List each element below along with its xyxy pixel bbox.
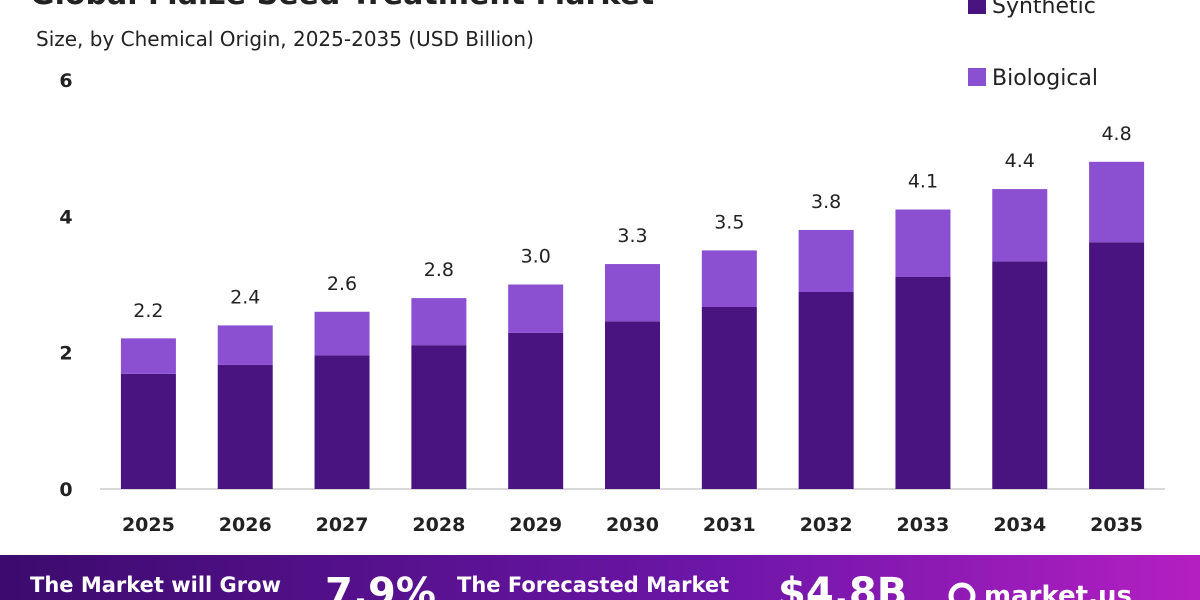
bar-segment: [217, 364, 273, 489]
total-label: 3.8: [811, 191, 841, 213]
bar-segment: [314, 355, 370, 489]
x-tick-label: 2027: [316, 514, 369, 536]
bar-segment: [411, 345, 467, 489]
x-tick-label: 2035: [1090, 514, 1143, 536]
banner-text: The Market will Grow: [30, 573, 281, 597]
x-tick-label: 2030: [606, 514, 659, 536]
x-tick-label: 2033: [897, 514, 950, 536]
legend-label: Biological: [992, 66, 1098, 91]
bar-segment: [508, 284, 564, 333]
x-tick-label: 2029: [509, 514, 562, 536]
banner: [0, 555, 1200, 600]
x-tick-label: 2028: [412, 514, 465, 536]
bar-segment: [1089, 161, 1145, 243]
banner-value: $4.8B: [778, 570, 907, 600]
x-tick-label: 2025: [122, 514, 175, 536]
x-tick-label: 2031: [703, 514, 756, 536]
total-label: 2.4: [230, 286, 260, 308]
chart-subtitle: Size, by Chemical Origin, 2025-2035 (USD…: [36, 27, 534, 51]
x-tick-label: 2026: [219, 514, 272, 536]
chart-title: Global Maize Seed Treatment Market: [30, 0, 654, 12]
bar-segment: [605, 264, 660, 322]
x-tick-label: 2032: [800, 514, 853, 536]
bar-segment: [605, 321, 660, 489]
brand-logo: [948, 582, 976, 600]
bar-segment: [120, 373, 176, 489]
total-label: 4.4: [1005, 150, 1035, 172]
bar-segment: [701, 306, 757, 489]
total-label: 4.1: [908, 171, 938, 193]
bar-segment: [411, 298, 467, 346]
y-tick-label: 6: [59, 70, 72, 92]
total-label: 2.2: [133, 300, 163, 322]
total-label: 3.3: [617, 225, 647, 247]
bar-segment: [992, 189, 1048, 262]
bar-segment: [314, 311, 370, 356]
x-tick-label: 2034: [993, 514, 1046, 536]
bar-segment: [798, 229, 854, 292]
bar-segment: [798, 291, 854, 489]
total-label: 2.8: [424, 259, 454, 281]
total-label: 4.8: [1101, 123, 1131, 145]
bar-segment: [508, 332, 564, 489]
total-label: 3.5: [714, 211, 744, 233]
y-tick-label: 4: [59, 206, 72, 228]
bar-segment: [217, 325, 273, 365]
bar-segment: [1089, 242, 1145, 489]
y-tick-label: 0: [59, 479, 72, 501]
legend-label: Synthetic: [992, 0, 1096, 19]
y-tick-label: 2: [59, 343, 72, 365]
banner-value: 7.9%: [325, 570, 436, 600]
bar-segment: [701, 250, 757, 307]
bar-segment: [895, 277, 951, 489]
brand: market.us: [984, 581, 1132, 600]
legend-swatch: [968, 68, 986, 86]
total-label: 2.6: [327, 273, 357, 295]
legend-swatch: [968, 0, 986, 14]
bar-segment: [895, 209, 951, 278]
bar-segment: [120, 338, 176, 374]
total-label: 3.0: [521, 246, 551, 268]
bar-segment: [992, 261, 1048, 489]
banner-text: The Forecasted Market: [457, 573, 729, 597]
